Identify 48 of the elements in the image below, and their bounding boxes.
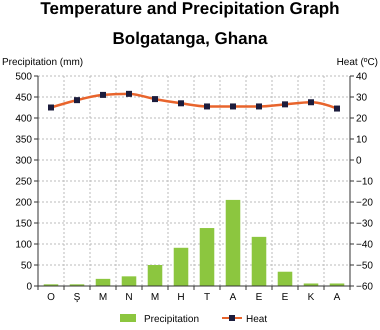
y-tick-label: 450 xyxy=(15,92,32,104)
x-tick-label: E xyxy=(256,292,263,303)
bar xyxy=(174,248,188,286)
y2-tick-label: −50 xyxy=(356,260,374,272)
x-tick-label: K xyxy=(308,292,315,303)
x-tick-label: N xyxy=(125,292,133,303)
x-tick-label: M xyxy=(98,292,108,303)
bar xyxy=(122,276,136,286)
bar xyxy=(278,272,292,286)
y2-tick-label: −10 xyxy=(356,176,374,188)
bar xyxy=(226,200,240,286)
x-tick-label: A xyxy=(230,292,237,303)
y-tick-label: 0 xyxy=(26,282,32,292)
x-tick-label: E xyxy=(282,292,289,303)
y2-tick-label: 0 xyxy=(356,156,362,166)
chart-title: Temperature and Precipitation Graph xyxy=(40,0,340,18)
y-tick-label: 250 xyxy=(15,176,32,188)
y2-tick-label: 30 xyxy=(356,92,368,104)
y2-tick-label: 10 xyxy=(356,134,368,146)
y2-tick-label: 20 xyxy=(356,114,368,124)
y-tick-label: 500 xyxy=(15,72,32,82)
y-tick-label: 350 xyxy=(15,134,32,146)
x-tick-label: Ş xyxy=(74,292,81,303)
bar xyxy=(96,278,110,286)
y-tick-label: 50 xyxy=(20,260,32,272)
bar xyxy=(252,236,266,286)
x-tick-label: A xyxy=(334,292,341,303)
x-tick-label: T xyxy=(204,292,210,303)
y2-tick-label: −30 xyxy=(356,218,374,230)
bar xyxy=(148,265,162,286)
bar xyxy=(200,228,214,286)
y-tick-label: 200 xyxy=(15,198,32,208)
chart-subtitle: Bolgatanga, Ghana xyxy=(112,29,268,48)
y-tick-label: 100 xyxy=(15,240,32,250)
y-axis-title: Precipitation (mm) xyxy=(2,57,84,68)
y2-tick-label: −20 xyxy=(356,198,374,208)
x-tick-label: H xyxy=(177,292,185,303)
x-tick-label: O xyxy=(47,292,56,303)
y2-axis-title: Heat (ºC) xyxy=(336,57,378,68)
x-tick-label: M xyxy=(150,292,160,303)
y2-tick-label: −60 xyxy=(356,282,374,292)
legend-label: Precipitation xyxy=(144,314,200,325)
y2-tick-label: −40 xyxy=(356,240,374,250)
legend-label: Heat xyxy=(246,314,268,325)
y-tick-label: 150 xyxy=(15,218,32,230)
y-tick-label: 300 xyxy=(15,156,32,166)
y2-tick-label: 40 xyxy=(356,72,368,82)
y-tick-label: 400 xyxy=(15,114,32,124)
